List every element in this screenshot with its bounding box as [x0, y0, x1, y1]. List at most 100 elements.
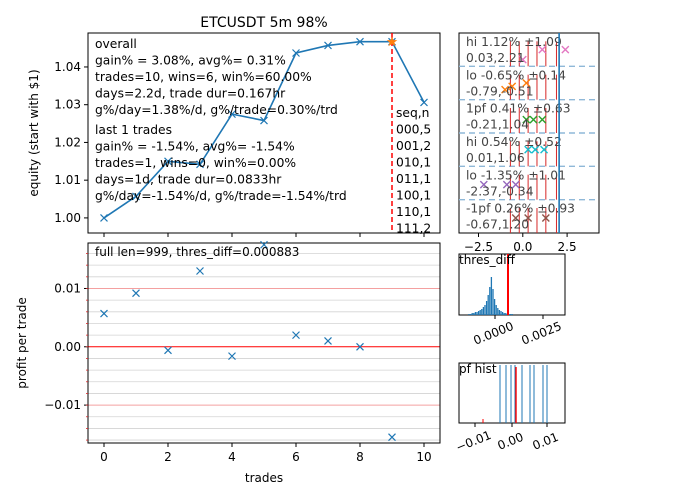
side-row-stat: lo -1.35% ±1.01	[466, 168, 566, 182]
pf-histogram: pf hist −0.01 0.00 0.01	[454, 362, 566, 455]
profit-ytick-label: 0.01	[54, 281, 81, 295]
profit-xtick-label: 8	[356, 450, 364, 464]
equity-point	[260, 116, 268, 125]
side-row-marker	[479, 180, 488, 189]
profit-xlabel: trades	[245, 471, 283, 485]
equity-chart: 1.00 1.01 1.02 1.03 1.04 equity (start with …	[27, 32, 441, 237]
side-row-stat: hi 0.54% ±0.52	[466, 135, 562, 149]
side-xtick-label: 0.0	[513, 240, 532, 254]
thres-diff-xtick-label: 0.0025	[519, 319, 563, 348]
profit-chart: 0 2 4 6 8 10 −0.01 0.00 0.01 full len=999, thres…	[15, 240, 441, 485]
side-row-marker	[540, 145, 549, 154]
side-row-marker	[518, 55, 527, 64]
equity-point	[292, 49, 300, 57]
sequence-table-row: 110,1	[396, 205, 431, 219]
equity-point	[164, 157, 172, 166]
side-row-marker	[538, 45, 547, 54]
side-row-range: 0.01,1.06	[466, 151, 525, 165]
profit-plot-frame	[87, 242, 441, 444]
profit-xtick-label: 10	[416, 450, 431, 464]
profit-point	[356, 342, 364, 351]
profit-xtick-label: 0	[100, 450, 108, 464]
side-row-range: 0.03,2.21	[466, 51, 525, 65]
side-row-marker	[522, 115, 531, 124]
side-row-marker	[529, 115, 538, 124]
thres-diff-title: thres_diff	[459, 253, 516, 267]
sequence-table-row: 111,2	[396, 222, 431, 236]
equity-ytick-label: 1.01	[54, 173, 81, 187]
side-row-marker	[561, 45, 570, 54]
equity-point	[132, 192, 140, 201]
side-row-range: -2.37,-0.34	[466, 184, 534, 198]
sequence-table-row: seq,n	[396, 106, 429, 120]
equity-ytick-label: 1.04	[54, 60, 81, 74]
side-row-stat: hi 1.12% ±1.09	[466, 35, 562, 49]
sequence-table-row: 011,1	[396, 172, 431, 186]
side-row-marker	[511, 180, 520, 189]
profit-xtick-label: 2	[164, 450, 172, 464]
side-row-stat: lo -0.65% ±0.14	[466, 68, 566, 82]
equity-point	[324, 41, 332, 50]
last-trades-line: days=1d, trade dur=0.0833hr	[95, 173, 282, 187]
last-trades-annotation: last 1 trades gain% = -1.54%, avg%= -1.54…	[95, 123, 347, 203]
profit-ytick-label: 0.00	[54, 340, 81, 354]
side-row-marker	[524, 145, 533, 154]
pf-hist-xtick-label: 0.00	[495, 430, 525, 453]
equity-point	[228, 110, 236, 119]
side-row-marker	[541, 214, 550, 222]
profit-point	[164, 346, 172, 355]
overall-stats-line: g%/day=1.38%/d, g%/trade=0.30%/trd	[95, 103, 338, 117]
equity-ytick-label: 1.03	[54, 98, 81, 112]
side-stats-panel: hi 1.12% ±1.09 0.03,2.21 lo -0.65% ±0.14 -0…	[458, 32, 600, 254]
thres-diff-histogram: thres_diff 0.0000 0.0025	[458, 253, 566, 348]
sequence-table-row: 010,1	[396, 156, 431, 170]
equity-ytick-label: 1.02	[54, 135, 81, 149]
main-chart-title: ETCUSDT 5m 98%	[200, 15, 327, 31]
profit-ytick-label: −0.01	[44, 398, 81, 412]
profit-xtick-label: 4	[228, 450, 236, 464]
profit-point	[100, 309, 108, 318]
last-trades-line: last 1 trades	[95, 123, 172, 137]
side-row-marker	[522, 79, 531, 87]
profit-point	[388, 433, 396, 442]
side-xtick-label: 2.5	[558, 240, 577, 254]
side-xtick-label: −2.5	[464, 240, 493, 254]
overall-stats-line: trades=10, wins=6, win%=60.00%	[95, 70, 312, 84]
side-row-range: -0.79,-0.51	[466, 84, 534, 98]
equity-ylabel: equity (start with $1)	[27, 69, 41, 196]
pf-hist-title: pf hist	[459, 362, 497, 376]
equity-point	[196, 160, 204, 169]
sequence-table-row: 001,2	[396, 139, 431, 153]
side-row-marker	[502, 180, 511, 189]
side-row-stat: -1pf 0.26% ±0.93	[466, 202, 575, 216]
pf-hist-xtick-label: 0.01	[530, 430, 560, 453]
profit-xtick-label: 6	[292, 450, 300, 464]
sequence-table-row: 100,1	[396, 189, 431, 203]
thres-diff-xtick-label: 0.0000	[471, 319, 515, 348]
profit-annotation: full len=999, thres_diff=0.000883	[95, 245, 299, 259]
overall-stats-line: days=2.2d, trade dur=0.167hr	[95, 87, 286, 101]
profit-point	[196, 267, 204, 275]
equity-marker-star	[386, 36, 398, 47]
last-trades-line: trades=1, wins=0, win%=0.00%	[95, 156, 296, 170]
equity-plot-frame	[87, 32, 441, 234]
last-trades-line: gain% = -1.54%, avg%= -1.54%	[95, 140, 295, 154]
overall-stats-line: gain% = 3.08%, avg%= 0.31%	[95, 54, 286, 68]
sequence-table: seq,n 000,5 001,2 010,1 011,1 100,1 110,1 111,2	[396, 106, 431, 236]
profit-point	[228, 352, 236, 361]
pf-hist-xtick-label: −0.01	[454, 428, 493, 455]
profit-point	[260, 240, 268, 249]
profit-ylabel: profit per trade	[15, 297, 29, 388]
side-row-marker	[538, 115, 547, 124]
side-row-marker	[524, 214, 533, 222]
equity-point	[356, 37, 364, 46]
side-row-range: -0.67,1.20	[466, 218, 529, 232]
side-row-range: -0.21,1.04	[466, 118, 529, 132]
side-row-stat: 1pf 0.41% ±0.63	[466, 102, 571, 116]
side-row-marker	[531, 145, 540, 154]
profit-point	[324, 337, 332, 345]
equity-ytick-label: 1.00	[54, 211, 81, 225]
side-row-marker	[508, 82, 517, 91]
profit-point	[292, 331, 300, 340]
